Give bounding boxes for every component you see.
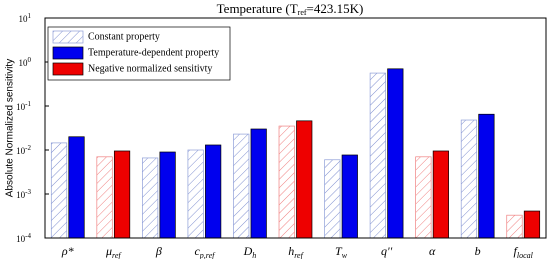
x-tick-label: β [155,244,162,258]
bar [113,150,131,239]
x-tick-sub: local [517,251,534,259]
bar [324,159,341,239]
y-axis-label: Absolute Normalized sensitivity [5,59,16,197]
x-tick-base: f [514,244,519,258]
bar [460,119,478,239]
x-tick-base: ρ* [61,244,74,258]
bar [415,156,432,239]
x-tick-label: Dh [243,244,257,259]
bar [369,72,386,239]
legend-label: Constant property [88,31,160,42]
legend-swatch [52,46,84,60]
x-tick-sub: ref [294,251,304,259]
bar [432,150,449,239]
y-tick-exp: 0 [28,56,32,64]
x-tick-label: flocal [514,244,534,259]
y-tick-base: 10 [16,146,26,156]
y-tick-base: 10 [19,14,29,24]
y-tick-exp: -1 [25,100,31,108]
plot-frame [44,17,547,239]
chart-title: Temperature (Tref=423.15K) [217,1,364,17]
title-text: Temperature (T [217,1,298,16]
x-tick-base: b [475,244,481,258]
bar [250,128,267,239]
y-tick-exp: -2 [25,144,31,152]
y-tick-exp: -4 [25,232,31,240]
bar [278,125,295,239]
x-tick-base: T [335,244,343,258]
x-tick-label: Tw [335,244,348,259]
y-tick-base: 10 [16,234,26,244]
y-tick-label: 101 [19,12,32,24]
bar [478,113,495,239]
y-tick-label: 10-2 [16,144,31,156]
x-tick-sub: w [342,251,348,259]
bar [187,149,204,239]
bar [96,156,113,239]
x-tick-base: μ [105,244,112,258]
bar [142,157,159,239]
y-tick-label: 10-1 [16,100,31,112]
bar [523,210,541,239]
x-tick-base: q'' [381,244,393,258]
bar [68,136,85,239]
title-tail: =423.15K) [307,1,364,16]
y-tick-label: 10-3 [16,188,31,200]
y-tick-base: 10 [16,190,26,200]
bar [205,144,222,239]
bar [50,142,68,239]
y-tick-exp: 1 [28,12,32,20]
x-tick-base: h [288,244,294,258]
legend-swatch [52,62,84,76]
legend-swatch [52,30,84,44]
legend-label: Negative normalized sensitivty [88,63,212,74]
x-tick-sub: h [252,251,256,259]
y-tick-label: 100 [19,56,32,68]
legend-label: Temperature-dependent property [88,47,219,58]
x-tick-label: cp,ref [194,244,216,259]
y-tick-base: 10 [19,58,29,68]
x-tick-sub: p,ref [199,251,216,259]
x-tick-base: α [429,244,436,258]
bar [341,154,358,239]
title-sub: ref [298,8,307,17]
x-tick-base: c [194,244,200,258]
bar [506,214,523,239]
x-tick-label: α [429,244,436,258]
bar [387,68,404,239]
x-tick-label: ρ* [61,244,74,258]
bar [296,120,313,239]
y-tick-base: 10 [16,102,26,112]
x-tick-sub: ref [112,251,122,259]
y-tick-label: 10-4 [16,232,31,244]
x-tick-label: href [288,244,304,259]
x-tick-label: b [475,244,481,258]
x-tick-label: μref [105,244,122,259]
bar [233,133,250,239]
x-tick-label: q'' [381,244,393,258]
x-tick-base: β [155,244,162,258]
y-tick-exp: -3 [25,188,31,196]
x-tick-base: D [243,244,253,258]
bar [159,151,176,239]
